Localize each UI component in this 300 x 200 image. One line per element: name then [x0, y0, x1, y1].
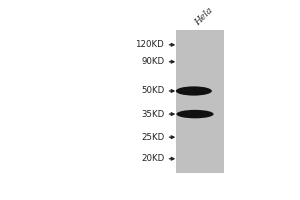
Text: 20KD: 20KD: [141, 154, 164, 163]
Text: 25KD: 25KD: [141, 133, 164, 142]
Text: 50KD: 50KD: [141, 86, 164, 95]
Bar: [176, 30, 224, 173]
Ellipse shape: [176, 110, 214, 118]
Text: 90KD: 90KD: [141, 57, 164, 66]
Text: 35KD: 35KD: [141, 110, 164, 119]
Text: 120KD: 120KD: [136, 40, 164, 49]
Text: Hela: Hela: [193, 6, 215, 27]
Ellipse shape: [176, 86, 212, 96]
